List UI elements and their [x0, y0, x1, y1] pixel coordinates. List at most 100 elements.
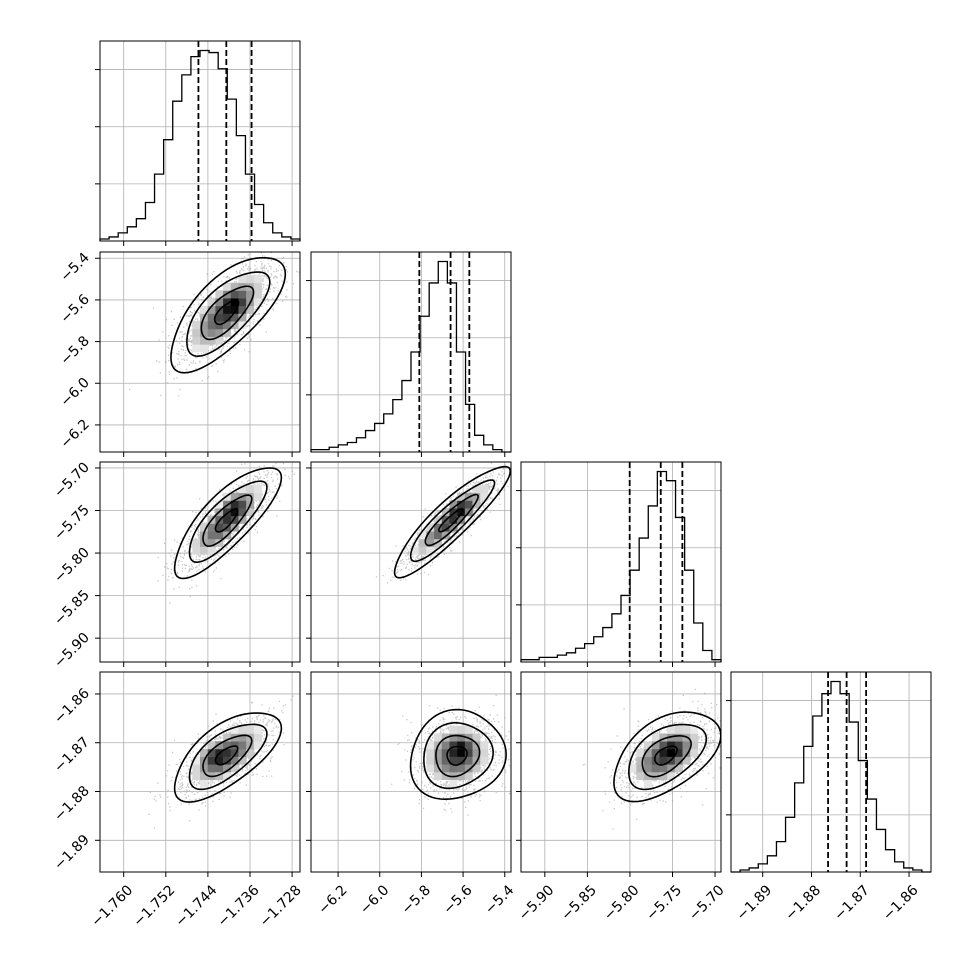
contour-line	[202, 734, 253, 778]
density-cell	[434, 772, 443, 780]
panel-content	[100, 252, 300, 452]
density-cell	[682, 725, 691, 734]
density-cell	[238, 275, 247, 284]
density-cell	[441, 764, 450, 773]
density-cell	[192, 328, 201, 337]
x-tick-label: −1.736	[215, 882, 263, 930]
density-cell	[230, 298, 239, 307]
histogram-panel-3	[726, 671, 932, 873]
density-cell	[230, 756, 239, 765]
density-cell	[644, 756, 653, 765]
y-tick-label: −5.80	[51, 545, 93, 587]
density-cell	[426, 546, 435, 555]
contour-line	[200, 285, 255, 341]
density-cell	[238, 321, 247, 330]
y-tick-label: −5.85	[51, 587, 93, 629]
density-cell	[223, 748, 232, 757]
density-cell	[464, 741, 473, 750]
y-tick-label: −5.90	[51, 630, 93, 672]
density-cell	[426, 748, 435, 757]
density-cell	[246, 275, 255, 284]
density-cell	[200, 305, 208, 314]
density-cell	[246, 748, 255, 757]
density-cell	[223, 772, 232, 780]
density-cell	[223, 305, 232, 314]
density-cell	[418, 538, 427, 547]
density-cell	[690, 725, 699, 734]
density-cell	[667, 764, 676, 773]
density-cell	[207, 741, 216, 750]
density-cell	[449, 733, 458, 742]
x-tick-label: −5.75	[643, 882, 685, 924]
density-cell	[238, 290, 247, 299]
density-cell	[215, 756, 224, 765]
density-cell	[667, 772, 676, 780]
contour-line	[423, 722, 494, 790]
density-cell	[207, 764, 216, 773]
density-cell	[246, 290, 255, 299]
density-cell	[674, 741, 683, 750]
density-cell	[207, 546, 216, 555]
y-tick-label: −5.4	[57, 250, 92, 285]
density-cell	[434, 748, 443, 757]
density-cell	[215, 523, 224, 532]
density-cell	[230, 725, 239, 734]
density-cell	[238, 298, 247, 307]
density-cell	[449, 779, 458, 788]
density-cell	[238, 515, 247, 524]
density-cell	[457, 492, 466, 501]
density-cell	[253, 492, 262, 501]
density-cell	[238, 733, 247, 742]
density-cell	[192, 336, 201, 345]
density-cell	[192, 344, 201, 353]
density-cell	[457, 756, 466, 765]
contour-line	[188, 723, 268, 791]
y-tick-label: −1.87	[51, 734, 93, 776]
density-cell	[449, 764, 458, 773]
density-cell	[207, 321, 216, 330]
x-tick-label: −1.752	[130, 882, 178, 930]
contour-line	[653, 745, 678, 766]
density-cell	[223, 508, 232, 517]
y-tick-label: −5.6	[57, 291, 92, 326]
panel-content	[311, 672, 511, 872]
density-cell	[207, 313, 216, 322]
density-cell	[667, 741, 676, 750]
contour-line	[173, 467, 283, 580]
density-cell	[636, 772, 645, 780]
density-cell	[682, 741, 691, 750]
density-cell	[246, 508, 255, 517]
density-cell	[223, 733, 232, 742]
x-tick-label: −1.760	[88, 882, 136, 930]
contour-line	[213, 299, 240, 326]
axes-frame	[730, 671, 932, 873]
x-tick-label: −5.8	[399, 882, 434, 917]
density-cell	[238, 756, 247, 765]
density-cell	[449, 748, 458, 757]
scatter-panel-3-2	[520, 671, 722, 873]
density-cell	[690, 748, 699, 757]
density-cell	[690, 741, 699, 750]
density-cell	[200, 772, 208, 780]
density-cell	[253, 725, 262, 734]
density-cell	[200, 748, 208, 757]
density-cell	[472, 748, 481, 757]
x-tick-label: −6.0	[357, 882, 392, 917]
axes-frame	[310, 671, 512, 873]
density-cell	[449, 756, 458, 765]
density-cell	[480, 756, 489, 765]
density-cell	[223, 756, 232, 765]
density-cell	[659, 764, 668, 773]
histogram-steps	[731, 680, 931, 873]
corner-plot-panels: −1.760−1.752−1.744−1.736−1.728 −6.2 −6.0 −5…	[51, 40, 932, 930]
x-tick-label: −6.2	[315, 882, 350, 917]
density-cell	[192, 538, 201, 547]
contour-line	[214, 745, 239, 766]
density-cell	[223, 328, 232, 337]
density-cell	[215, 531, 224, 540]
density-cell	[223, 764, 232, 773]
contour-line	[393, 465, 511, 579]
density-cell	[659, 741, 668, 750]
density-cell	[215, 741, 224, 750]
density-cell	[207, 538, 216, 547]
